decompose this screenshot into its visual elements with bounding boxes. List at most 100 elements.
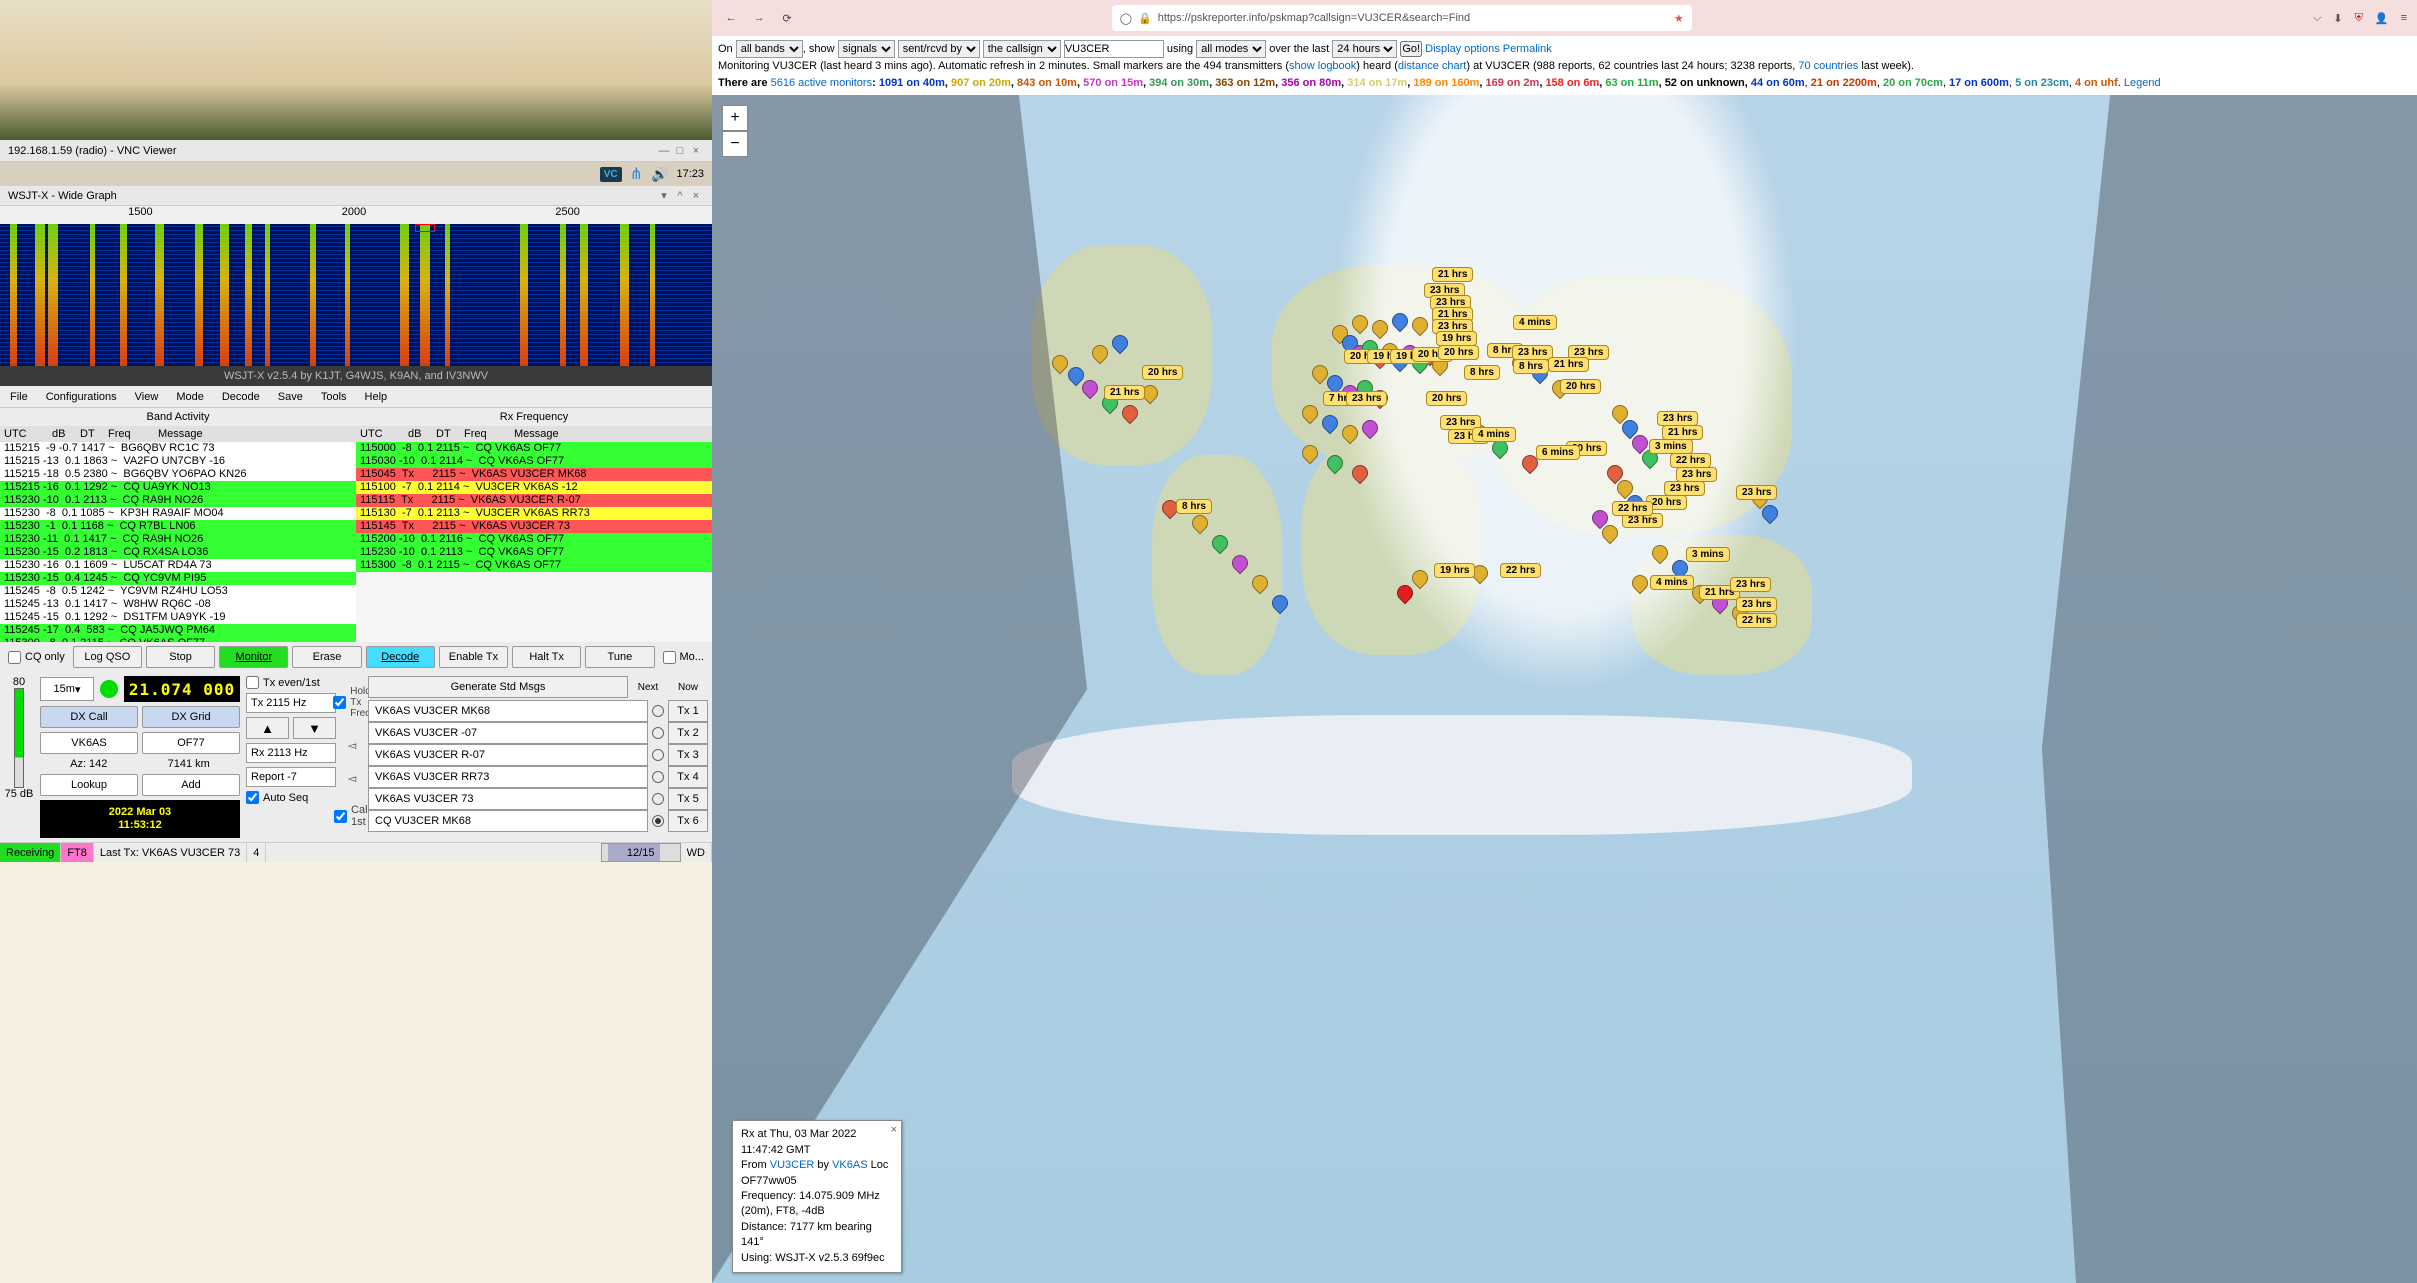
menu-tools[interactable]: Tools bbox=[321, 391, 347, 403]
display-options-link[interactable]: Display options bbox=[1425, 43, 1500, 55]
go-button[interactable]: Go! bbox=[1400, 41, 1422, 57]
tx-msg-4[interactable]: VK6AS VU3CER RR73 bbox=[368, 766, 648, 788]
dxgrid-input[interactable]: OF77 bbox=[142, 732, 240, 754]
decode-row[interactable]: 115230 -15 0.2 1813 ~ CQ RX4SA LO36 bbox=[0, 546, 356, 559]
menu-help[interactable]: Help bbox=[365, 391, 388, 403]
tx-button-2[interactable]: Tx 2 bbox=[668, 722, 708, 744]
decode-row[interactable]: 115245 -17 0.4 583 ~ CQ JA5JWQ PM64 bbox=[0, 624, 356, 637]
map-pin[interactable] bbox=[1302, 405, 1316, 425]
down-arrow-button[interactable]: ▼ bbox=[293, 717, 336, 739]
decode-row[interactable]: 115045 Tx 2115 ~ VK6AS VU3CER MK68 bbox=[356, 468, 712, 481]
decode-row[interactable]: 115000 -8 0.1 2115 ~ CQ VK6AS OF77 bbox=[356, 442, 712, 455]
decode-row[interactable]: 115030 -10 0.1 2114 ~ CQ VK6AS OF77 bbox=[356, 455, 712, 468]
tx-button-5[interactable]: Tx 5 bbox=[668, 788, 708, 810]
map-pin[interactable] bbox=[1652, 545, 1666, 565]
tx-radio-4[interactable] bbox=[652, 771, 664, 783]
map-pin[interactable] bbox=[1082, 380, 1096, 400]
decode-row[interactable]: 115245 -8 0.5 1242 ~ YC9VM RZ4HU LO53 bbox=[0, 585, 356, 598]
map-tag[interactable]: 4 mins bbox=[1650, 575, 1694, 590]
callsign-input[interactable] bbox=[1064, 40, 1164, 58]
tx-button-4[interactable]: Tx 4 bbox=[668, 766, 708, 788]
tx-msg-5[interactable]: VK6AS VU3CER 73 bbox=[368, 788, 648, 810]
pocket-icon[interactable]: ⌵ bbox=[2313, 12, 2321, 25]
zoom-in-button[interactable]: + bbox=[722, 105, 748, 131]
map-pin[interactable] bbox=[1327, 455, 1341, 475]
url-bar[interactable]: ◯ 🔒 https://pskreporter.info/pskmap?call… bbox=[1112, 5, 1692, 31]
wg-close-icon[interactable]: × bbox=[688, 190, 704, 202]
callsign-select[interactable]: the callsign bbox=[983, 40, 1061, 58]
map-tag[interactable]: 23 hrs bbox=[1657, 411, 1698, 426]
wifi-icon[interactable]: ⋔ bbox=[630, 164, 643, 184]
map-pin[interactable] bbox=[1362, 420, 1376, 440]
vnc-max-icon[interactable]: □ bbox=[672, 145, 688, 157]
map-tag[interactable]: 23 hrs bbox=[1664, 481, 1705, 496]
rx-rows[interactable]: 115000 -8 0.1 2115 ~ CQ VK6AS OF77115030… bbox=[356, 442, 712, 642]
waterfall[interactable]: 1500 2000 2500 bbox=[0, 206, 712, 366]
tx-radio-6[interactable] bbox=[652, 815, 664, 827]
menu-view[interactable]: View bbox=[135, 391, 159, 403]
map-tag[interactable]: 23 hrs bbox=[1736, 485, 1777, 500]
map[interactable]: + − × Rx at Thu, 03 Mar 2022 11:47:42 GM… bbox=[712, 95, 2417, 1283]
map-pin[interactable] bbox=[1302, 445, 1316, 465]
vnc-min-icon[interactable]: — bbox=[656, 145, 672, 157]
tune-button[interactable]: Tune bbox=[585, 646, 654, 668]
tx-msg-2[interactable]: VK6AS VU3CER -07 bbox=[368, 722, 648, 744]
bookmark-star-icon[interactable]: ★ bbox=[1674, 12, 1684, 25]
map-tag[interactable]: 22 hrs bbox=[1612, 501, 1653, 516]
decode-row[interactable]: 115230 -15 0.4 1245 ~ CQ YC9VM PI95 bbox=[0, 572, 356, 585]
map-pin[interactable] bbox=[1232, 555, 1246, 575]
download-icon[interactable]: ⬇ bbox=[2333, 12, 2342, 25]
map-pin[interactable] bbox=[1602, 525, 1616, 545]
vnc-close-icon[interactable]: × bbox=[688, 145, 704, 157]
map-tag[interactable]: 23 hrs bbox=[1346, 391, 1387, 406]
decode-row[interactable]: 115230 -16 0.1 1609 ~ LU5CAT RD4A 73 bbox=[0, 559, 356, 572]
tx-msg-1[interactable]: VK6AS VU3CER MK68 bbox=[368, 700, 648, 722]
tx-radio-3[interactable] bbox=[652, 749, 664, 761]
map-tag[interactable]: 8 hrs bbox=[1176, 499, 1212, 514]
account-icon[interactable]: 👤 bbox=[2375, 12, 2389, 25]
map-tag[interactable]: 23 hrs bbox=[1512, 345, 1553, 360]
lock-icon[interactable]: 🔒 bbox=[1138, 12, 1152, 25]
hours-select[interactable]: 24 hours bbox=[1332, 40, 1397, 58]
map-tag[interactable]: 6 mins bbox=[1536, 445, 1580, 460]
dial-freq[interactable]: 21.074 000 bbox=[124, 676, 240, 702]
waterfall-canvas[interactable] bbox=[0, 224, 712, 366]
map-pin[interactable] bbox=[1632, 575, 1646, 595]
map-tag[interactable]: 20 hrs bbox=[1560, 379, 1601, 394]
map-tag[interactable]: 20 hrs bbox=[1426, 391, 1467, 406]
modes-select[interactable]: all modes bbox=[1196, 40, 1266, 58]
tx-button-6[interactable]: Tx 6 bbox=[668, 810, 708, 832]
tx-radio-2[interactable] bbox=[652, 727, 664, 739]
tx-msg-3[interactable]: VK6AS VU3CER R-07 bbox=[368, 744, 648, 766]
mo-check[interactable]: Mo... bbox=[659, 651, 708, 664]
menu-save[interactable]: Save bbox=[278, 391, 303, 403]
map-pin[interactable] bbox=[1162, 500, 1176, 520]
map-pin[interactable] bbox=[1397, 585, 1411, 605]
map-tag[interactable]: 22 hrs bbox=[1670, 453, 1711, 468]
map-tag[interactable]: 8 hrs bbox=[1513, 359, 1549, 374]
signals-select[interactable]: signals bbox=[838, 40, 895, 58]
map-pin[interactable] bbox=[1272, 595, 1286, 615]
map-tag[interactable]: 23 hrs bbox=[1730, 577, 1771, 592]
decode-button[interactable]: Decode bbox=[366, 646, 435, 668]
log-qso-button[interactable]: Log QSO bbox=[73, 646, 142, 668]
shield-icon[interactable]: ◯ bbox=[1120, 12, 1132, 25]
lookup-button[interactable]: Lookup bbox=[40, 774, 138, 796]
decode-row[interactable]: 115230 -11 0.1 1417 ~ CQ RA9H NO26 bbox=[0, 533, 356, 546]
tx-button-3[interactable]: Tx 3 bbox=[668, 744, 708, 766]
up-arrow-button[interactable]: ▲ bbox=[246, 717, 289, 739]
map-pin[interactable] bbox=[1192, 515, 1206, 535]
map-tag[interactable]: 23 hrs bbox=[1676, 467, 1717, 482]
txfreq-input[interactable]: Tx 2115 Hz bbox=[246, 693, 336, 713]
map-pin[interactable] bbox=[1068, 367, 1082, 387]
decode-row[interactable]: 115300 -8 0.1 2115 ~ CQ VK6AS OF77 bbox=[356, 559, 712, 572]
decode-row[interactable]: 115230 -10 0.1 2113 ~ CQ RA9H NO26 bbox=[0, 494, 356, 507]
cq-only[interactable]: CQ only bbox=[4, 651, 69, 664]
map-tag[interactable]: 3 mins bbox=[1649, 439, 1693, 454]
wide-graph-titlebar[interactable]: WSJT-X - Wide Graph ▾ ^ × bbox=[0, 186, 712, 206]
map-pin[interactable] bbox=[1352, 465, 1366, 485]
menu-mode[interactable]: Mode bbox=[176, 391, 204, 403]
map-tag[interactable]: 22 hrs bbox=[1736, 613, 1777, 628]
decode-row[interactable]: 115215 -13 0.1 1863 ~ VA2FO UN7CBY -16 bbox=[0, 455, 356, 468]
decode-row[interactable]: 115130 -7 0.1 2113 ~ VU3CER VK6AS RR73 bbox=[356, 507, 712, 520]
